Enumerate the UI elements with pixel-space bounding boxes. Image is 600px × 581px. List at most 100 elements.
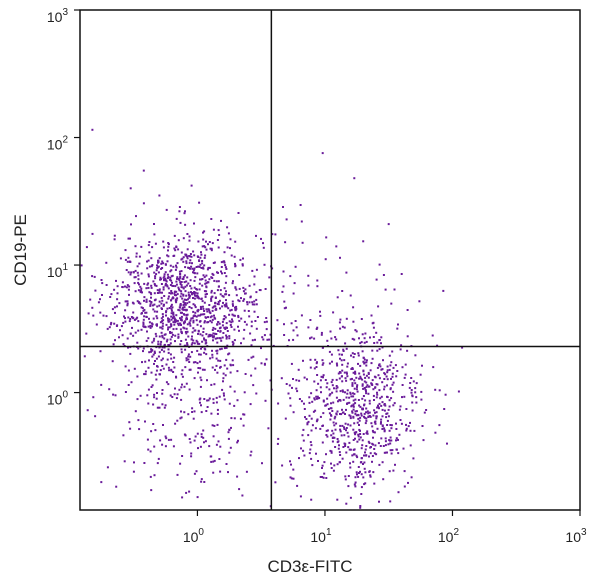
data-point [234, 308, 237, 311]
data-point [227, 353, 230, 356]
data-point [379, 397, 382, 400]
data-point [316, 395, 319, 398]
data-point [172, 315, 175, 318]
data-point [211, 295, 214, 298]
data-point [155, 284, 158, 287]
data-point [210, 412, 213, 415]
data-point [378, 463, 381, 466]
data-point [212, 398, 215, 401]
data-point [344, 391, 346, 394]
data-point [242, 299, 245, 302]
data-point [152, 280, 155, 283]
data-point [209, 333, 212, 336]
data-point [113, 234, 116, 237]
data-point [295, 387, 298, 390]
data-point [164, 282, 167, 285]
data-point [202, 274, 205, 277]
data-point [141, 361, 143, 364]
data-point [127, 288, 130, 291]
data-point [396, 370, 399, 372]
data-point [205, 353, 208, 356]
data-point [153, 396, 156, 399]
data-point [255, 268, 258, 271]
data-point [173, 323, 176, 326]
data-point [111, 308, 114, 311]
data-point [203, 290, 206, 293]
data-point [162, 286, 165, 289]
data-point [415, 401, 418, 404]
data-point [226, 330, 229, 332]
data-point [106, 466, 109, 469]
data-point [160, 340, 163, 343]
data-point [126, 284, 129, 287]
data-point [335, 338, 338, 341]
data-point [124, 317, 126, 320]
data-point [209, 319, 212, 322]
data-point [116, 285, 119, 288]
data-point [138, 283, 140, 286]
y-tick-label: 100 [47, 390, 69, 408]
data-point [373, 409, 376, 412]
data-point [164, 284, 167, 287]
data-point [349, 496, 352, 499]
data-point [188, 388, 191, 391]
data-point [317, 397, 320, 400]
data-point [153, 393, 156, 396]
data-point [347, 485, 350, 488]
data-point [403, 376, 406, 379]
data-point [190, 291, 192, 294]
data-point [212, 273, 215, 276]
data-point [180, 410, 182, 413]
data-point [217, 329, 219, 332]
data-point [175, 299, 178, 302]
data-point [398, 408, 401, 411]
data-point [128, 285, 131, 288]
data-point [371, 460, 373, 463]
data-point [283, 334, 286, 336]
data-point [93, 275, 96, 278]
data-point [150, 489, 153, 492]
data-point [349, 391, 352, 394]
data-point [192, 269, 195, 272]
data-point [251, 303, 254, 306]
data-point [351, 454, 354, 457]
data-point [155, 315, 158, 318]
data-point [179, 295, 182, 298]
data-point [179, 304, 182, 307]
x-tick-label: 102 [438, 527, 460, 545]
data-point [227, 307, 230, 310]
data-point [330, 402, 332, 405]
data-point [398, 433, 401, 436]
data-point [105, 284, 108, 286]
data-point [143, 462, 146, 464]
data-point [221, 320, 224, 323]
data-point [199, 325, 202, 328]
data-point [203, 347, 206, 350]
data-point [185, 491, 188, 494]
data-point [153, 474, 156, 477]
data-point [193, 377, 196, 380]
data-point [368, 442, 371, 444]
data-point [365, 385, 368, 388]
data-point [155, 369, 158, 372]
data-point [405, 427, 408, 430]
data-point [388, 354, 391, 357]
data-point [375, 278, 378, 281]
data-point [233, 417, 236, 420]
data-point [169, 338, 172, 341]
data-point [197, 371, 199, 374]
data-point [200, 411, 203, 414]
data-point [184, 331, 187, 333]
data-point [375, 396, 378, 399]
data-point [324, 379, 327, 381]
data-point [320, 333, 323, 336]
data-point [248, 301, 251, 304]
data-point [321, 441, 324, 444]
data-point [250, 344, 253, 347]
data-point [346, 389, 349, 392]
data-point [173, 356, 176, 359]
data-point [136, 300, 139, 303]
data-point [148, 251, 151, 254]
data-point [348, 401, 351, 404]
data-point [91, 128, 94, 131]
